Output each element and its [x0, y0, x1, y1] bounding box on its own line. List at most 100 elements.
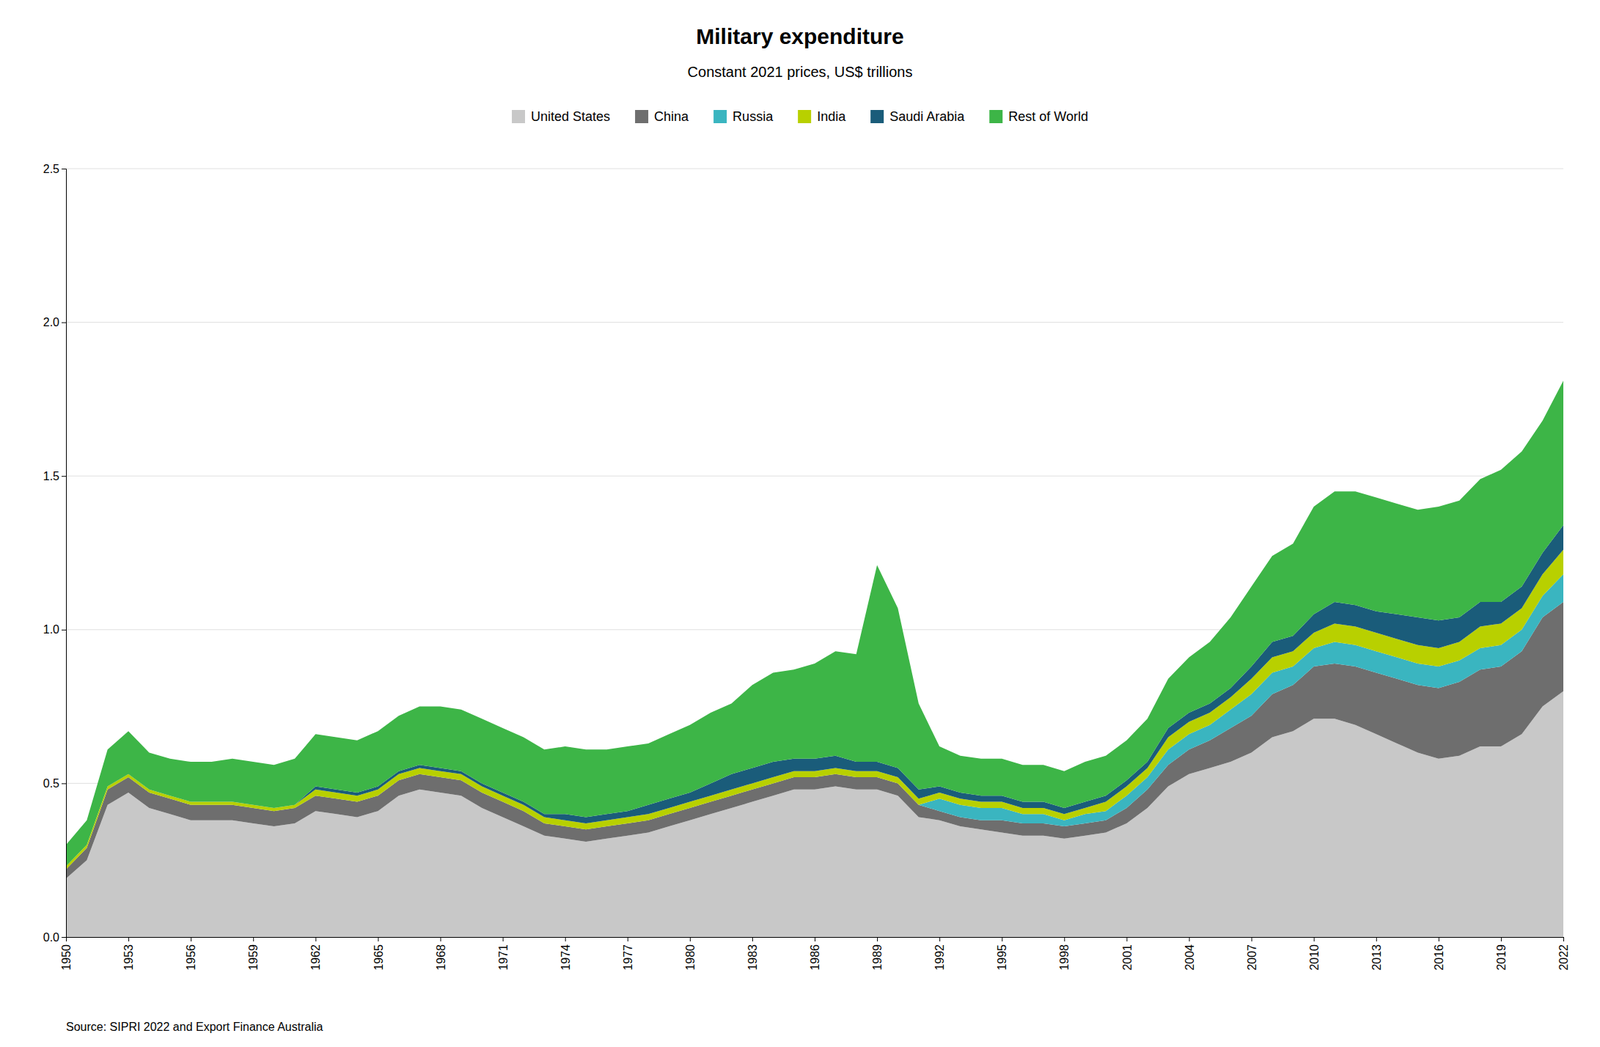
- tick-mark: [565, 937, 567, 942]
- plot-area: [65, 380, 1564, 938]
- legend-swatch: [797, 109, 811, 124]
- tick-mark: [61, 475, 66, 477]
- legend-item: India: [797, 109, 847, 124]
- tick-mark: [1189, 937, 1191, 942]
- tick-label: 1962: [309, 944, 322, 971]
- tick-label: 1986: [808, 944, 822, 971]
- tick-label: 1950: [60, 944, 73, 971]
- tick-label: 2004: [1183, 944, 1196, 971]
- tick-mark: [503, 937, 504, 942]
- legend-label: China: [654, 109, 690, 124]
- tick-label: 2019: [1495, 944, 1508, 971]
- tick: 1977: [621, 937, 635, 971]
- legend-label: Saudi Arabia: [889, 109, 965, 124]
- legend-label: Rest of World: [1008, 109, 1089, 124]
- tick-label: 2001: [1121, 944, 1134, 971]
- tick-label: 1965: [372, 944, 385, 971]
- legend-item: United States: [511, 109, 611, 124]
- tick-mark: [190, 937, 192, 942]
- tick: 1983: [746, 937, 759, 971]
- tick-mark: [61, 629, 66, 631]
- tick-mark: [1314, 937, 1315, 942]
- x-axis: 1950 1953 1956 1959 1962 1965 1968 1971 1974 1977…: [60, 937, 1570, 971]
- tick-label: 1959: [247, 944, 260, 971]
- tick: 1980: [684, 937, 697, 971]
- tick-label: 1992: [933, 944, 946, 971]
- tick-label: 1995: [995, 944, 1009, 971]
- tick: 1995: [995, 937, 1009, 971]
- tick-mark: [1063, 937, 1065, 942]
- tick-mark: [61, 783, 66, 784]
- tick-label: 1998: [1058, 944, 1071, 971]
- area: [65, 380, 1564, 866]
- tick: 0.0: [43, 931, 66, 944]
- tick-mark: [814, 937, 816, 942]
- tick: 1.5: [43, 470, 66, 483]
- tick-mark: [61, 937, 66, 938]
- tick-mark: [1376, 937, 1378, 942]
- y-axis: 0.0 0.5 1.0 1.5 2.0 2.5: [43, 162, 67, 944]
- tick-label: 1953: [122, 944, 135, 971]
- tick-label: 1974: [559, 944, 572, 971]
- tick-mark: [939, 937, 941, 942]
- tick-label: 1977: [621, 944, 635, 971]
- tick: 1965: [372, 937, 385, 971]
- tick-label: 2.0: [43, 316, 60, 329]
- tick-mark: [1126, 937, 1128, 942]
- tick-mark: [1563, 937, 1565, 942]
- tick-label: 1968: [434, 944, 448, 971]
- tick-label: 1956: [184, 944, 198, 971]
- tick-label: 1980: [684, 944, 697, 971]
- legend: United States China Russia India Saudi Arabi…: [511, 109, 1089, 124]
- grid-line: [65, 321, 1564, 323]
- tick: 1998: [1058, 937, 1071, 971]
- tick: 2010: [1308, 937, 1321, 971]
- legend-item: Russia: [713, 109, 774, 124]
- legend-item: Saudi Arabia: [870, 109, 965, 124]
- tick-mark: [1501, 937, 1502, 942]
- axis-line: [61, 169, 67, 938]
- tick: 2013: [1370, 937, 1383, 971]
- tick-label: 2.5: [43, 162, 60, 176]
- tick-label: 1989: [871, 944, 884, 971]
- tick-mark: [1251, 937, 1253, 942]
- tick: 0.5: [43, 777, 66, 790]
- tick: 1986: [808, 937, 822, 971]
- legend-label: United States: [530, 109, 611, 124]
- tick: 1968: [434, 937, 448, 971]
- tick-mark: [1438, 937, 1440, 942]
- subtitle: Constant 2021 prices, US$ trillions: [687, 63, 913, 80]
- tick: 1956: [184, 937, 198, 971]
- chart: Military expenditureConstant 2021 prices…: [0, 0, 1600, 1047]
- tick: 1974: [559, 937, 572, 971]
- tick-mark: [61, 168, 66, 170]
- tick-mark: [315, 937, 317, 942]
- tick-label: 2016: [1432, 944, 1446, 971]
- grid-line: [65, 475, 1564, 477]
- grid: [65, 168, 1564, 938]
- tick: 2016: [1432, 937, 1446, 971]
- tick: 1962: [309, 937, 322, 971]
- tick-mark: [440, 937, 442, 942]
- legend-swatch: [870, 109, 884, 124]
- tick: 1.0: [43, 623, 66, 636]
- tick-label: 2013: [1370, 944, 1383, 971]
- tick: 2001: [1121, 937, 1134, 971]
- tick: 1971: [497, 937, 510, 971]
- tick-mark: [252, 937, 254, 942]
- legend-item: China: [635, 109, 690, 124]
- tick-mark: [1001, 937, 1003, 942]
- tick-mark: [752, 937, 754, 942]
- legend-swatch: [989, 109, 1003, 124]
- tick: 2007: [1245, 937, 1259, 971]
- tick: 1989: [871, 937, 884, 971]
- legend-swatch: [511, 109, 526, 124]
- tick-label: 1983: [746, 944, 759, 971]
- tick-label: 1971: [497, 944, 510, 971]
- tick: 2019: [1495, 937, 1508, 971]
- tick: 2022: [1557, 937, 1570, 971]
- tick-mark: [876, 937, 878, 942]
- tick: 2.0: [43, 316, 66, 329]
- tick-mark: [61, 322, 66, 324]
- tick-label: 1.5: [43, 470, 60, 483]
